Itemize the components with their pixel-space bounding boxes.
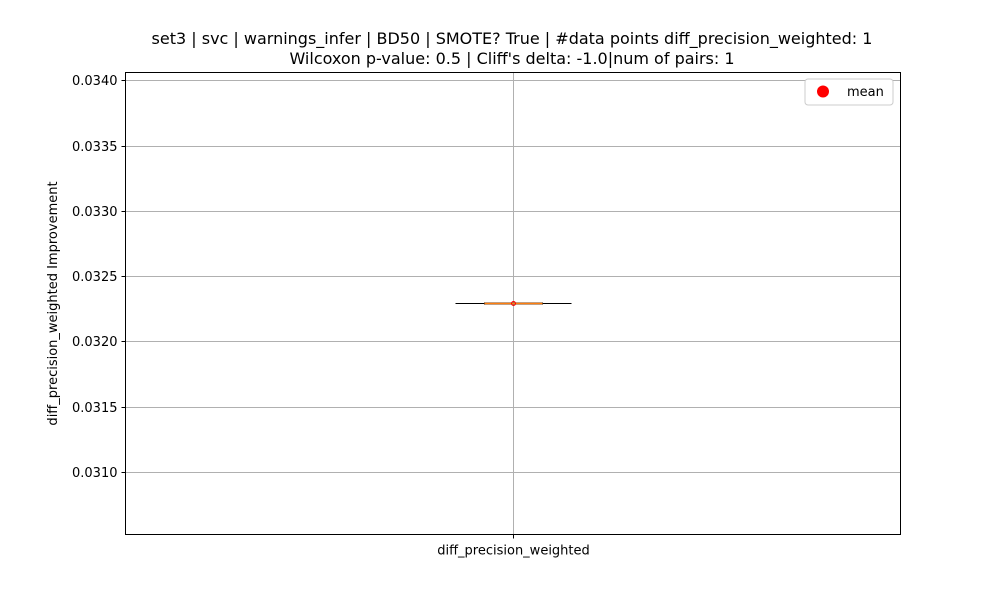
mean-marker [511,301,516,306]
y-tick-label: 0.0315 [72,401,118,416]
y-axis-label: diff_precision_weighted Improvement [46,181,61,425]
plot-area-frame [125,72,901,535]
y-tick-label: 0.0325 [72,270,118,285]
y-tick-label: 0.0340 [72,74,118,89]
box-layer [455,301,572,306]
y-tick-label: 0.0310 [72,466,118,481]
chart-title-line-1: set3 | svc | warnings_infer | BD50 | SMO… [152,29,873,49]
chart-title-line-2: Wilcoxon p-value: 0.5 | Cliff's delta: -… [289,49,734,68]
legend-frame [804,78,894,106]
y-axis-ticks: 0.0310 0.0315 0.0320 0.0325 0.0330 0.0335 0.03… [72,74,126,481]
y-tick-label: 0.0320 [72,335,118,350]
legend-mean-label: mean [847,85,884,100]
grid-layer [125,72,901,535]
y-tick-label: 0.0335 [72,140,118,155]
legend: mean [804,78,894,106]
legend-mean-marker [817,85,829,98]
x-tick-label: diff_precision_weighted [437,544,590,559]
x-axis-ticks: diff_precision_weighted [437,534,590,559]
y-tick-label: 0.0330 [72,205,118,220]
